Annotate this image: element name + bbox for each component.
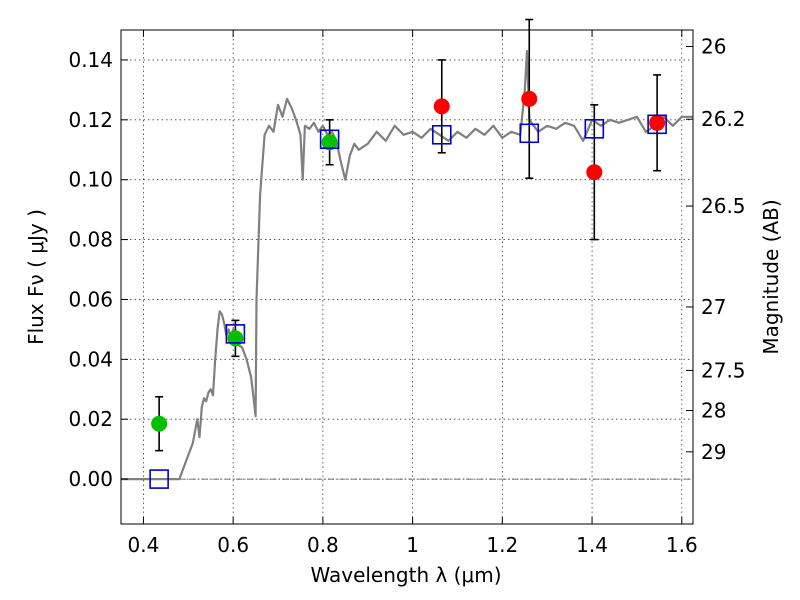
blue-square-marker	[519, 123, 540, 144]
x-tick-label: 1	[406, 533, 419, 557]
y-tick-label: 0.12	[68, 108, 113, 132]
blue-square-marker	[319, 129, 340, 150]
y-tick-label: 0.14	[68, 48, 113, 72]
y-tick-label: 0.08	[68, 228, 113, 252]
right-tick-label: 26.2	[701, 107, 746, 131]
tick-layer	[121, 30, 693, 524]
blue-square-marker	[647, 114, 667, 135]
right-tick-label: 28	[701, 399, 726, 423]
label-layer: 0.4 0.6 0.8 1 1.2 1.4 1.6 0.00 0.02 0.04 0.06 0.08 0…	[68, 34, 745, 557]
right-tick-label: 27	[701, 295, 726, 319]
red-data-point	[586, 164, 603, 181]
right-tick-label: 26.5	[701, 194, 746, 218]
marker-layer	[149, 90, 667, 489]
y-tick-label: 0.00	[68, 467, 113, 491]
x-tick-label: 0.8	[307, 533, 339, 557]
x-tick-label: 1.4	[576, 533, 608, 557]
y-tick-label: 0.06	[68, 287, 113, 311]
right-tick-label: 29	[701, 440, 726, 464]
right-tick-label: 26	[701, 34, 726, 58]
plot-frame	[120, 29, 694, 525]
blue-square-marker	[584, 119, 605, 139]
green-data-point	[151, 415, 168, 432]
y-axis-right-title: Magnitude (AB)	[759, 199, 783, 354]
x-tick-label: 1.2	[486, 533, 518, 557]
red-data-point	[521, 90, 538, 107]
x-axis-title: Wavelength λ (μm)	[310, 563, 501, 587]
y-axis-title: Flux Fν ( μJy )	[24, 209, 48, 345]
blue-square-marker	[225, 324, 246, 344]
model-spectrum-line	[121, 49, 693, 481]
blue-square-marker	[149, 469, 169, 489]
errorbar-layer	[155, 18, 662, 452]
green-data-point	[321, 134, 338, 151]
model-layer	[121, 49, 693, 481]
blue-square-marker	[431, 124, 452, 145]
right-tick-label: 27.5	[701, 358, 746, 382]
red-data-point	[433, 98, 450, 115]
y-tick-label: 0.02	[68, 407, 113, 431]
x-tick-label: 0.4	[128, 533, 160, 557]
y-tick-label: 0.10	[68, 168, 113, 192]
y-tick-label: 0.04	[68, 347, 113, 371]
red-data-point	[649, 114, 666, 131]
grid-layer	[121, 30, 693, 524]
x-tick-label: 1.6	[666, 533, 698, 557]
x-tick-label: 0.6	[217, 533, 249, 557]
